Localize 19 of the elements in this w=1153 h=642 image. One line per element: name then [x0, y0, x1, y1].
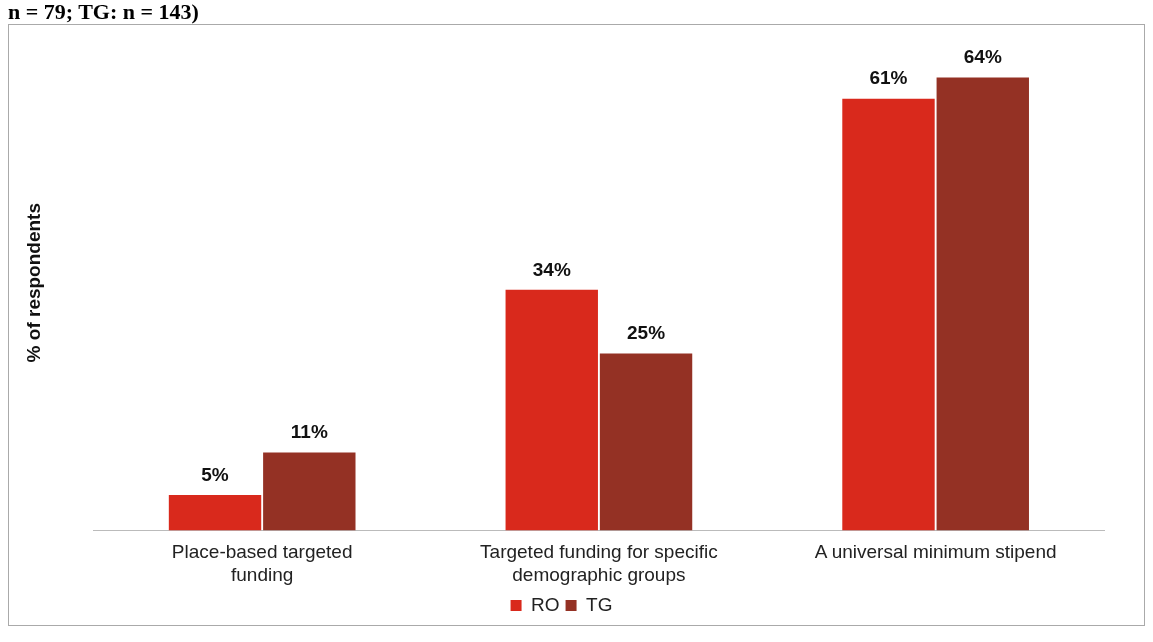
- legend-label: RO: [531, 593, 560, 615]
- y-axis-title: % of respondents: [22, 203, 44, 363]
- x-tick-label: A universal minimum stipend: [814, 541, 1057, 563]
- data-label: 61%: [869, 67, 908, 89]
- bar: [936, 77, 1029, 531]
- legend-label: TG: [586, 593, 613, 615]
- chart-title: n = 79; TG: n = 143): [8, 0, 200, 24]
- bar: [599, 353, 693, 531]
- bar: [505, 289, 598, 531]
- x-tick-label: Targeted funding for specific demographic groups: [480, 541, 718, 585]
- x-tick-label: Place-based targeted funding: [171, 541, 353, 585]
- data-label: 64%: [963, 46, 1002, 68]
- data-label: 25%: [627, 322, 666, 344]
- data-label: 34%: [532, 258, 571, 280]
- bar: [842, 98, 935, 531]
- data-label: 11%: [290, 421, 328, 443]
- bar: [168, 495, 262, 531]
- data-label: 5%: [201, 463, 229, 485]
- bar: [263, 452, 356, 531]
